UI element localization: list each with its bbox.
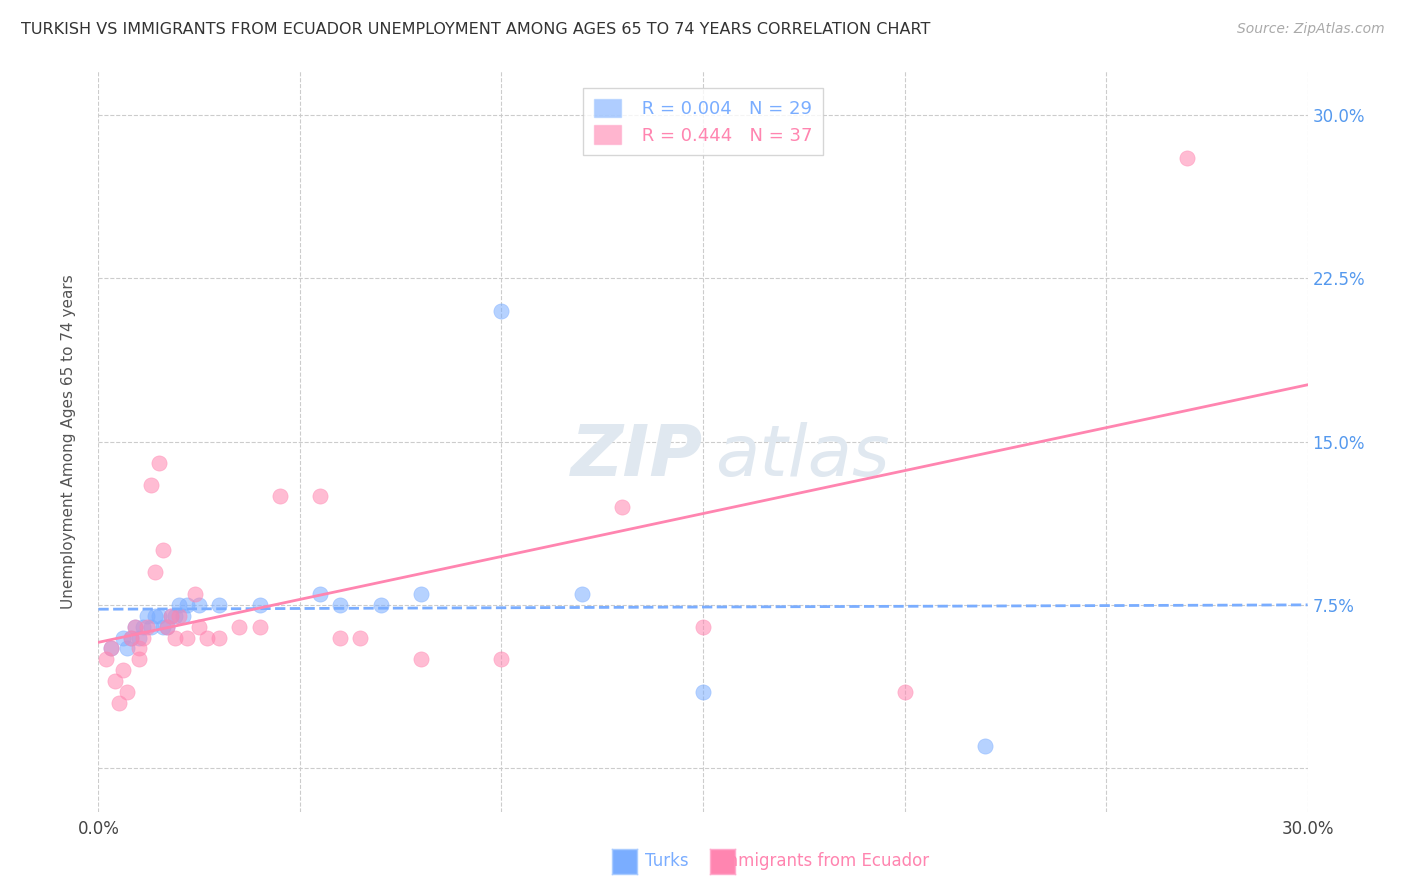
Y-axis label: Unemployment Among Ages 65 to 74 years: Unemployment Among Ages 65 to 74 years bbox=[62, 274, 76, 609]
Point bbox=[893, 685, 915, 699]
Point bbox=[188, 619, 211, 633]
Point bbox=[111, 631, 134, 645]
Point bbox=[156, 619, 179, 633]
Point bbox=[111, 663, 134, 677]
Point bbox=[128, 641, 150, 656]
Point bbox=[491, 652, 513, 666]
Point bbox=[163, 631, 186, 645]
Point bbox=[135, 619, 157, 633]
Point bbox=[139, 619, 162, 633]
Point bbox=[156, 619, 179, 633]
Point bbox=[124, 619, 146, 633]
Point bbox=[132, 619, 155, 633]
Point bbox=[176, 598, 198, 612]
Point bbox=[329, 598, 352, 612]
Point bbox=[96, 652, 118, 666]
Point bbox=[249, 619, 271, 633]
Point bbox=[152, 543, 174, 558]
Point bbox=[309, 587, 332, 601]
Point bbox=[115, 685, 138, 699]
Point bbox=[692, 619, 714, 633]
Point bbox=[128, 631, 150, 645]
Point bbox=[167, 598, 190, 612]
Point bbox=[269, 489, 291, 503]
Point bbox=[184, 587, 207, 601]
Legend:  R = 0.004   N = 29,  R = 0.444   N = 37: R = 0.004 N = 29, R = 0.444 N = 37 bbox=[583, 87, 823, 155]
Text: atlas: atlas bbox=[716, 422, 890, 491]
Text: ZIP: ZIP bbox=[571, 422, 703, 491]
Point bbox=[491, 304, 513, 318]
Point bbox=[148, 456, 170, 470]
Point bbox=[176, 631, 198, 645]
Point bbox=[143, 608, 166, 623]
Point bbox=[100, 641, 122, 656]
Point bbox=[160, 608, 183, 623]
Point bbox=[974, 739, 997, 754]
Point bbox=[107, 696, 129, 710]
Text: Immigrants from Ecuador: Immigrants from Ecuador bbox=[717, 852, 929, 870]
Point bbox=[1175, 152, 1198, 166]
Point bbox=[195, 631, 218, 645]
Text: Source: ZipAtlas.com: Source: ZipAtlas.com bbox=[1237, 22, 1385, 37]
Point bbox=[120, 631, 142, 645]
Text: TURKISH VS IMMIGRANTS FROM ECUADOR UNEMPLOYMENT AMONG AGES 65 TO 74 YEARS CORREL: TURKISH VS IMMIGRANTS FROM ECUADOR UNEMP… bbox=[21, 22, 931, 37]
Point bbox=[208, 598, 231, 612]
Point bbox=[208, 631, 231, 645]
Point bbox=[612, 500, 634, 514]
Point bbox=[152, 619, 174, 633]
Point bbox=[409, 587, 432, 601]
Point bbox=[148, 608, 170, 623]
Point bbox=[370, 598, 392, 612]
Point bbox=[309, 489, 332, 503]
Point bbox=[128, 652, 150, 666]
Point bbox=[249, 598, 271, 612]
Point bbox=[115, 641, 138, 656]
Point bbox=[124, 619, 146, 633]
Point bbox=[163, 608, 186, 623]
Point bbox=[139, 478, 162, 492]
Point bbox=[143, 565, 166, 579]
Point bbox=[135, 608, 157, 623]
Point bbox=[100, 641, 122, 656]
Point bbox=[228, 619, 250, 633]
Point bbox=[103, 674, 125, 689]
Point bbox=[409, 652, 432, 666]
Point bbox=[160, 608, 183, 623]
Point bbox=[132, 631, 155, 645]
Point bbox=[692, 685, 714, 699]
Point bbox=[120, 631, 142, 645]
Point bbox=[167, 608, 190, 623]
Point bbox=[349, 631, 371, 645]
Point bbox=[172, 608, 194, 623]
Point bbox=[188, 598, 211, 612]
Point bbox=[329, 631, 352, 645]
Point bbox=[571, 587, 593, 601]
Text: Turks: Turks bbox=[645, 852, 689, 870]
